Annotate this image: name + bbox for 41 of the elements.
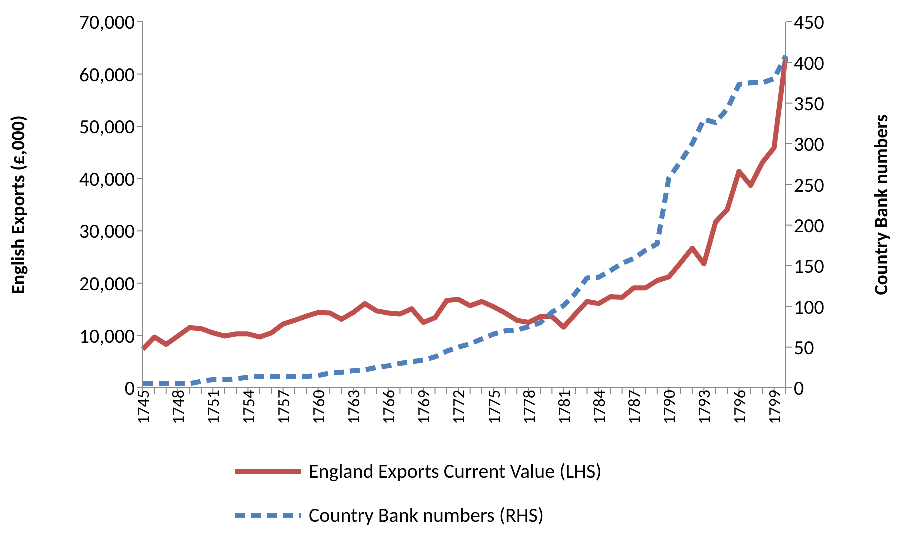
x-tick-label: 1799 <box>764 390 786 424</box>
x-tick-label: 1754 <box>238 390 260 424</box>
x-tick-label: 1784 <box>589 390 610 424</box>
y2-tick-label: 250 <box>794 174 824 198</box>
x-tick-label: 1751 <box>203 390 224 424</box>
y2-tick-label: 350 <box>794 92 824 116</box>
y2-tick-label: 400 <box>794 52 824 76</box>
x-tick-label: 1778 <box>518 390 540 424</box>
y-tick-label: 50,000 <box>79 116 135 140</box>
y-tick-label: 20,000 <box>79 272 135 297</box>
x-tick-label: 1790 <box>659 390 680 424</box>
y-tick-label: 0 <box>124 377 135 402</box>
x-tick-label: 1781 <box>554 390 575 424</box>
x-tick-label: 1796 <box>729 390 750 424</box>
x-tick-label: 1766 <box>378 390 400 424</box>
y-axis-title: English Exports (£,000) <box>8 116 31 294</box>
y2-axis-title: Country Bank numbers <box>870 114 894 296</box>
x-tick-label: 1760 <box>308 390 330 424</box>
y-tick-label: 60,000 <box>79 63 135 88</box>
y-tick-label: 30,000 <box>79 220 135 244</box>
y2-tick-label: 150 <box>794 255 824 280</box>
x-tick-label: 1787 <box>624 390 646 424</box>
y-tick-label: 40,000 <box>79 168 135 192</box>
x-tick-label: 1772 <box>448 390 470 424</box>
y2-tick-label: 100 <box>794 296 824 320</box>
y-tick-label: 10,000 <box>79 324 135 349</box>
y2-tick-label: 300 <box>794 133 824 158</box>
x-tick-label: 1763 <box>344 390 365 424</box>
y-tick-label: 70,000 <box>79 11 135 36</box>
y2-tick-label: 200 <box>794 214 824 238</box>
legend-label: England Exports Current Value (LHS) <box>309 460 602 484</box>
x-tick-label: 1793 <box>694 390 716 424</box>
x-tick-label: 1748 <box>168 390 190 424</box>
x-tick-label: 1757 <box>273 390 294 424</box>
y2-tick-label: 50 <box>794 336 814 360</box>
legend-label: Country Bank numbers (RHS) <box>309 504 544 528</box>
x-tick-label: 1775 <box>484 390 505 424</box>
y2-tick-label: 450 <box>794 11 824 36</box>
x-tick-label: 1745 <box>133 390 154 424</box>
y2-tick-label: 0 <box>794 377 804 402</box>
x-tick-label: 1769 <box>414 390 435 424</box>
